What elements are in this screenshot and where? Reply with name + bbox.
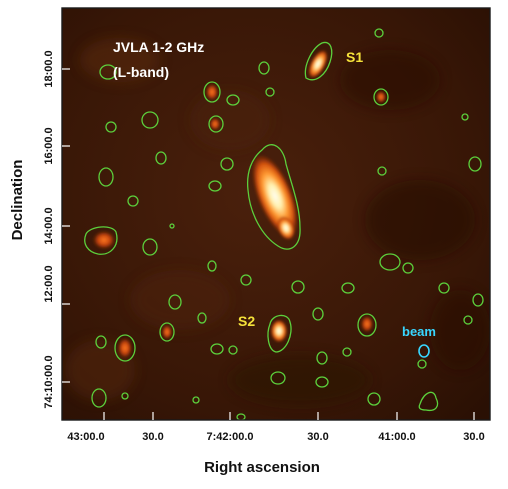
y-tick-label: 12:00.0 — [43, 265, 55, 302]
contour — [207, 260, 217, 272]
contour — [258, 61, 270, 75]
contour — [159, 322, 175, 342]
source-s1-emission — [308, 50, 328, 78]
x-tick-label: 30.0 — [142, 431, 163, 443]
contour — [95, 335, 107, 349]
central-source-contour — [246, 144, 301, 250]
x-tick-label: 30.0 — [307, 431, 328, 443]
emission-blob — [93, 231, 115, 249]
emission-blob — [206, 84, 218, 100]
source-s1-contour — [304, 41, 333, 81]
background-noise — [65, 38, 490, 405]
contour — [99, 64, 117, 80]
contour — [127, 195, 139, 207]
contour — [208, 180, 222, 192]
source-s2-contour — [267, 314, 292, 353]
source-s2-emission — [271, 320, 287, 342]
contour — [203, 81, 221, 103]
contour — [468, 156, 482, 172]
contour — [270, 371, 286, 385]
title-line-1: JVLA 1-2 GHz — [113, 39, 204, 55]
contour — [240, 274, 252, 286]
contour — [461, 113, 469, 121]
x-axis-title: Right ascension — [204, 459, 320, 476]
contour — [98, 167, 114, 187]
emission-blob — [361, 316, 373, 332]
contour — [265, 87, 275, 97]
sky-image — [62, 8, 490, 420]
contour — [315, 376, 329, 388]
contour — [121, 392, 129, 400]
y-tick-label: 14:00.0 — [43, 207, 55, 244]
emission-sources — [93, 50, 386, 358]
contour — [155, 151, 167, 165]
contour — [438, 282, 450, 294]
contour — [192, 396, 200, 404]
contour-lines — [84, 28, 484, 420]
contour — [463, 315, 473, 325]
contour — [374, 28, 384, 38]
contour — [342, 347, 352, 357]
x-tick-labels: 43:00.0 30.0 7:42:00.0 30.0 41:00.0 30.0 — [67, 431, 484, 443]
central-emission-tail — [277, 216, 295, 240]
x-tick-label: 30.0 — [463, 431, 484, 443]
contour — [91, 388, 107, 408]
contour — [417, 359, 427, 369]
source-s2-label: S2 — [238, 313, 255, 329]
contour — [226, 94, 240, 106]
contour — [197, 312, 207, 324]
contour — [220, 157, 234, 171]
x-tick-label: 7:42:00.0 — [206, 431, 253, 443]
emission-blob — [118, 338, 132, 358]
source-s1-label: S1 — [346, 49, 363, 65]
central-extended-emission — [252, 155, 298, 237]
contour — [402, 262, 414, 274]
contour — [472, 293, 484, 307]
beam-label: beam — [402, 324, 436, 339]
y-axis-title: Declination — [9, 160, 26, 241]
y-tick-label: 74:10:00.0 — [43, 355, 55, 408]
emission-blob — [162, 325, 172, 339]
contour — [105, 121, 117, 133]
contour — [367, 392, 381, 406]
plot-frame — [61, 7, 491, 421]
contour — [236, 413, 246, 420]
contour — [114, 334, 136, 362]
contour — [210, 343, 224, 355]
contour — [208, 115, 224, 133]
contour — [169, 223, 175, 229]
contour — [228, 345, 238, 355]
y-tick-labels: 18:00.0 16:00.0 14:00.0 12:00.0 74:10:00… — [43, 50, 55, 408]
contour — [141, 111, 159, 129]
contour — [142, 238, 158, 256]
contour — [418, 391, 439, 412]
emission-blob — [376, 91, 386, 103]
y-tick-label: 18:00.0 — [43, 50, 55, 87]
tick-marks — [62, 68, 475, 420]
contour — [168, 294, 182, 310]
emission-blob — [210, 118, 220, 130]
x-tick-label: 41:00.0 — [378, 431, 415, 443]
contour — [291, 280, 305, 294]
y-tick-label: 16:00.0 — [43, 127, 55, 164]
contour — [316, 351, 328, 365]
title-line-2: (L-band) — [113, 64, 169, 80]
beam-ellipse — [418, 344, 430, 358]
contour — [357, 313, 377, 337]
contour — [377, 166, 387, 176]
contour — [312, 307, 324, 321]
contour — [341, 282, 355, 294]
contour — [379, 253, 401, 271]
contour — [84, 226, 118, 255]
contour — [373, 88, 389, 106]
x-tick-label: 43:00.0 — [67, 431, 104, 443]
